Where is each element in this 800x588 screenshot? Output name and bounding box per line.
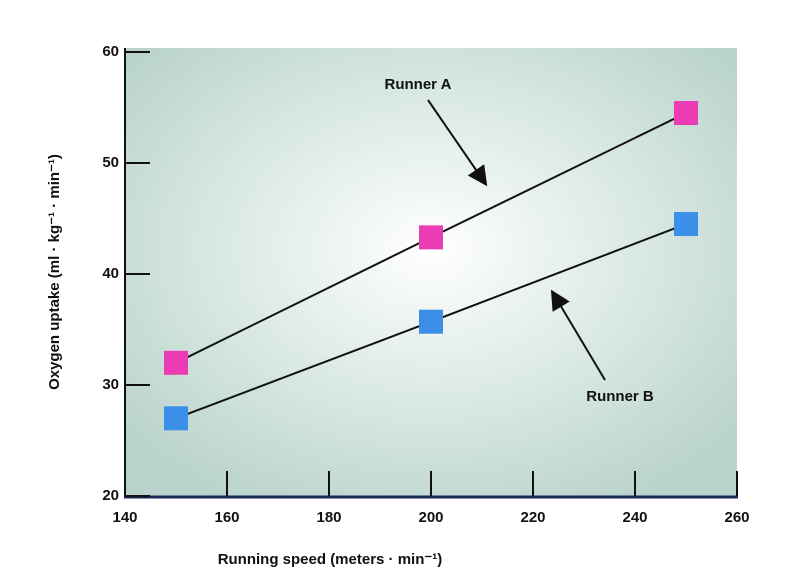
y-tick-label: 40 — [102, 265, 119, 282]
plot-background — [125, 48, 737, 496]
marker — [419, 309, 443, 334]
x-tick-label: 220 — [520, 509, 545, 526]
annotation-arrow — [427, 99, 488, 187]
x-tick-label: 240 — [622, 509, 647, 526]
marker — [164, 406, 188, 431]
marker — [419, 225, 443, 250]
y-tick-label: 50 — [102, 154, 119, 171]
x-tick-label: 200 — [418, 509, 443, 526]
annotation: Runner B — [586, 388, 654, 405]
annotation-arrow — [550, 289, 606, 381]
x-tick-label: 260 — [724, 509, 749, 526]
marker — [674, 212, 698, 237]
x-tick-label: 160 — [214, 509, 239, 526]
x-tick-label: 180 — [316, 509, 341, 526]
y-tick-label: 30 — [102, 376, 119, 393]
annotation: Runner A — [385, 76, 452, 93]
y-tick-label: 20 — [102, 487, 119, 504]
x-tick-label: 140 — [112, 509, 137, 526]
marker — [164, 350, 188, 375]
x-axis-label: Running speed (meters · min⁻¹) — [218, 551, 443, 568]
y-axis-label: Oxygen uptake (ml · kg⁻¹ · min⁻¹) — [46, 154, 63, 390]
marker — [674, 101, 698, 126]
y-tick-label: 60 — [102, 43, 119, 60]
